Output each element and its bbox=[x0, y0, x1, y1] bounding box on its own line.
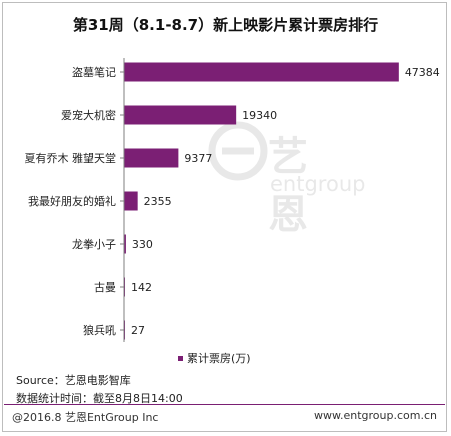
bar bbox=[124, 191, 138, 211]
chart-title: 第31周（8.1-8.7）新上映影片累计票房排行 bbox=[72, 16, 379, 34]
data-label: 27 bbox=[131, 324, 145, 337]
data-label: 47384 bbox=[405, 66, 440, 79]
data-label: 9377 bbox=[184, 152, 212, 165]
entgroup-logo-icon bbox=[208, 121, 268, 181]
category-label: 盗墓笔记 bbox=[72, 65, 116, 79]
bar bbox=[124, 234, 126, 254]
data-label: 2355 bbox=[144, 195, 172, 208]
category-label: 狼兵吼 bbox=[83, 323, 116, 337]
watermark-en: entgroup bbox=[270, 172, 366, 196]
legend-label: 累计票房(万) bbox=[187, 352, 251, 365]
bar bbox=[124, 62, 399, 82]
bars-layer: 盗墓笔记 47384 爱宠大机密 19340 夏有乔木 雅望天堂 9377 我最好朋友的婚礼… bbox=[25, 62, 440, 340]
entgroup-watermark: 艺恩 entgroup bbox=[208, 120, 365, 238]
category-label: 爱宠大机密 bbox=[61, 108, 116, 122]
source-block: Source：艺恩电影智库 数据统计时间：截至8月8日14:00 bbox=[16, 372, 183, 408]
category-label: 我最好朋友的婚礼 bbox=[28, 194, 116, 208]
footer-copyright: @2016.8 艺恩EntGroup Inc bbox=[12, 411, 159, 424]
legend: 累计票房(万) bbox=[178, 352, 251, 365]
data-label: 142 bbox=[131, 281, 152, 294]
category-label: 夏有乔木 雅望天堂 bbox=[25, 151, 117, 165]
data-label: 19340 bbox=[242, 109, 277, 122]
bar bbox=[124, 105, 237, 125]
legend-swatch bbox=[178, 356, 183, 361]
category-label: 古曼 bbox=[94, 281, 116, 294]
watermark-cn: 艺恩 bbox=[268, 134, 312, 238]
data-label: 330 bbox=[132, 238, 153, 251]
category-label: 龙拳小子 bbox=[72, 237, 116, 251]
footer-divider bbox=[4, 404, 445, 431]
bar-chart: 盗墓笔记 47384 爱宠大机密 19340 夏有乔木 雅望天堂 9377 我最好朋友的婚礼… bbox=[25, 58, 440, 365]
stats-time: 数据统计时间：截至8月8日14:00 bbox=[16, 392, 183, 405]
footer-website[interactable]: www.entgroup.com.cn bbox=[314, 409, 437, 422]
bar bbox=[124, 148, 179, 168]
source-text: Source：艺恩电影智库 bbox=[16, 374, 131, 387]
